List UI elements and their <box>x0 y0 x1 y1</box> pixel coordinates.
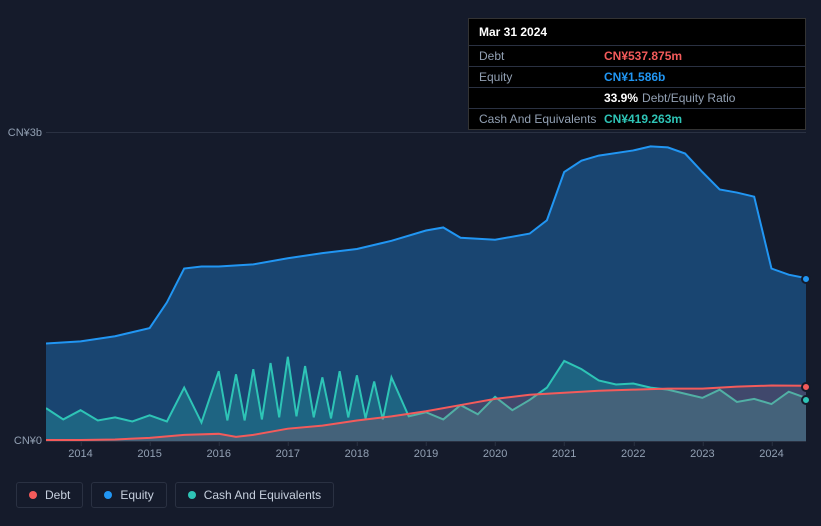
tooltip-label: Equity <box>479 70 604 84</box>
legend-item-debt[interactable]: Debt <box>16 482 83 508</box>
x-tick: 2018 <box>345 448 369 460</box>
legend-dot-icon <box>188 491 196 499</box>
tooltip-value: CN¥537.875m <box>604 49 682 63</box>
tooltip-value: CN¥1.586b <box>604 70 665 84</box>
x-tick: 2017 <box>276 448 300 460</box>
x-tick: 2019 <box>414 448 438 460</box>
financial-chart[interactable]: CN¥3b CN¥0 20142015201620172018201920202… <box>16 120 806 470</box>
tooltip-row-equity: Equity CN¥1.586b <box>469 67 805 88</box>
legend-dot-icon <box>29 491 37 499</box>
x-axis: 2014 2015 2016 2017 2018 2019 2020 2021 2022 2023… <box>46 446 806 466</box>
legend-item-equity[interactable]: Equity <box>91 482 166 508</box>
x-tick: 2020 <box>483 448 507 460</box>
y-tick-max: CN¥3b <box>8 127 42 139</box>
legend-dot-icon <box>104 491 112 499</box>
series-end-marker <box>801 274 811 284</box>
legend-label: Equity <box>120 488 153 502</box>
tooltip-row-debt: Debt CN¥537.875m <box>469 46 805 67</box>
x-tick: 2014 <box>68 448 92 460</box>
tooltip-label: Debt <box>479 49 604 63</box>
x-tick: 2015 <box>137 448 161 460</box>
series-end-marker <box>801 395 811 405</box>
y-tick-min: CN¥0 <box>14 435 42 447</box>
x-tick: 2021 <box>552 448 576 460</box>
chart-svg <box>46 133 806 441</box>
x-tick: 2023 <box>690 448 714 460</box>
tooltip-label <box>479 91 604 105</box>
x-tick: 2024 <box>759 448 783 460</box>
legend-label: Debt <box>45 488 70 502</box>
tooltip-row-ratio: 33.9%Debt/Equity Ratio <box>469 88 805 109</box>
chart-legend: Debt Equity Cash And Equivalents <box>16 482 334 508</box>
x-tick: 2016 <box>206 448 230 460</box>
x-tick: 2022 <box>621 448 645 460</box>
chart-tooltip: Mar 31 2024 Debt CN¥537.875m Equity CN¥1… <box>468 18 806 130</box>
legend-label: Cash And Equivalents <box>204 488 321 502</box>
tooltip-value: 33.9%Debt/Equity Ratio <box>604 91 735 105</box>
plot-area[interactable]: CN¥3b CN¥0 <box>46 132 806 442</box>
series-end-marker <box>801 382 811 392</box>
tooltip-date: Mar 31 2024 <box>469 19 805 46</box>
legend-item-cash[interactable]: Cash And Equivalents <box>175 482 334 508</box>
